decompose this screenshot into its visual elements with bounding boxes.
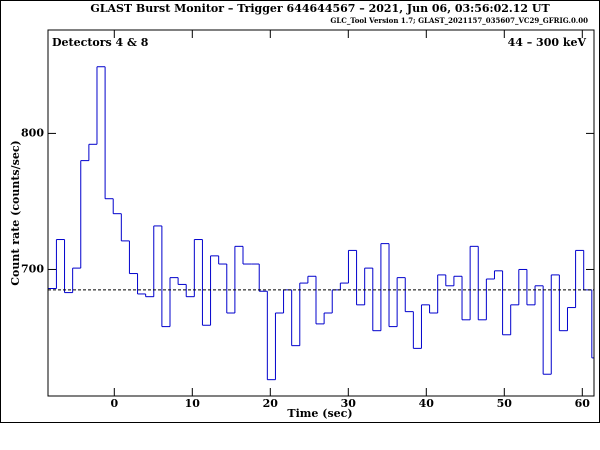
x-tick-label: 50 bbox=[497, 397, 513, 410]
outer-frame bbox=[0, 0, 600, 423]
chart-subtitle: GLC_Tool Version 1.7; GLAST_2021157_0356… bbox=[330, 16, 588, 25]
chart-title: GLAST Burst Monitor – Trigger 644644567 … bbox=[90, 2, 550, 15]
x-tick-label: 0 bbox=[110, 397, 118, 410]
annotation: 44 – 300 keV bbox=[508, 36, 587, 49]
plot-frame bbox=[47, 29, 595, 397]
y-axis-label: Count rate (counts/sec) bbox=[9, 140, 22, 285]
plot-area bbox=[48, 66, 594, 381]
annotation: Detectors 4 & 8 bbox=[52, 36, 149, 49]
y-tick-label: 700 bbox=[21, 262, 44, 275]
x-tick-label: 20 bbox=[263, 397, 279, 410]
x-tick-label: 30 bbox=[341, 397, 357, 410]
x-axis-label: Time (sec) bbox=[287, 407, 352, 420]
x-tick-label: 10 bbox=[185, 397, 201, 410]
x-tick-label: 60 bbox=[575, 397, 591, 410]
x-tick-label: 40 bbox=[419, 397, 435, 410]
y-tick-label: 800 bbox=[21, 126, 44, 139]
